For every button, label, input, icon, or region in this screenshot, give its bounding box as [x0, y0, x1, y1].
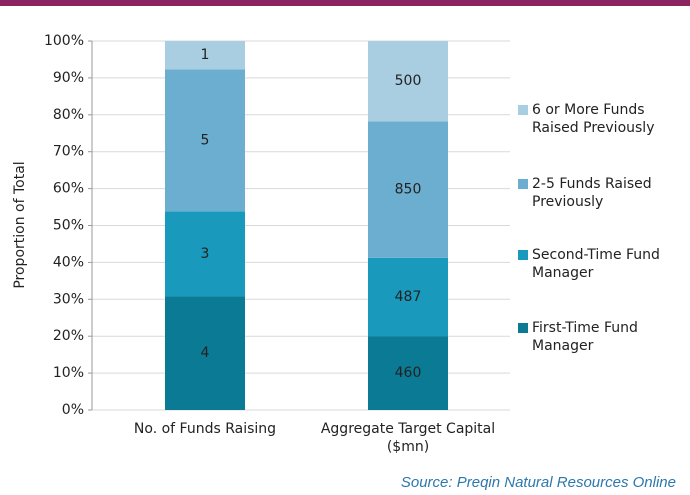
legend-label: Second-Time Fund Manager	[532, 247, 660, 281]
bar-segment	[165, 41, 245, 70]
legend-label: First-Time Fund Manager	[532, 320, 638, 354]
y-tick-label: 40%	[53, 254, 84, 270]
x-tick-label: No. of Funds Raising	[133, 421, 277, 437]
data-label: 460	[395, 365, 422, 381]
y-tick-label: 90%	[53, 70, 84, 86]
data-label: 4	[201, 345, 210, 361]
legend-swatch	[518, 323, 528, 333]
data-label: 5	[201, 132, 210, 148]
bar-segment	[165, 211, 245, 297]
data-label: 3	[201, 246, 210, 262]
legend-swatch	[518, 179, 528, 189]
data-label: 500	[395, 73, 422, 89]
source-note: Source: Preqin Natural Resources Online	[400, 474, 676, 491]
bar-segment	[368, 41, 448, 122]
y-tick-label: 20%	[53, 328, 84, 344]
legend-label: 6 or More Funds Raised Previously	[532, 102, 655, 136]
legend-label: 2-5 Funds Raised Previously	[532, 176, 652, 210]
bar-segment	[368, 121, 448, 258]
bar-segment	[165, 296, 245, 410]
y-tick-label: 80%	[53, 107, 84, 123]
top-banner	[0, 0, 690, 6]
y-axis-title: Proportion of Total	[12, 161, 28, 288]
bar-segment	[368, 336, 448, 410]
bar-segment	[165, 69, 245, 212]
y-tick-label: 50%	[53, 218, 84, 234]
legend-swatch	[518, 250, 528, 260]
data-label: 1	[201, 47, 210, 63]
y-tick-label: 0%	[62, 402, 84, 418]
y-tick-label: 60%	[53, 181, 84, 197]
x-tick-label: Aggregate Target Capital ($mn)	[320, 421, 496, 455]
data-label: 850	[395, 182, 422, 198]
bar-segment	[368, 257, 448, 337]
y-tick-label: 30%	[53, 291, 84, 307]
y-tick-label: 70%	[53, 144, 84, 160]
legend-swatch	[518, 105, 528, 115]
data-label: 487	[395, 289, 422, 305]
y-tick-label: 10%	[53, 365, 84, 381]
y-tick-label: 100%	[44, 33, 84, 49]
